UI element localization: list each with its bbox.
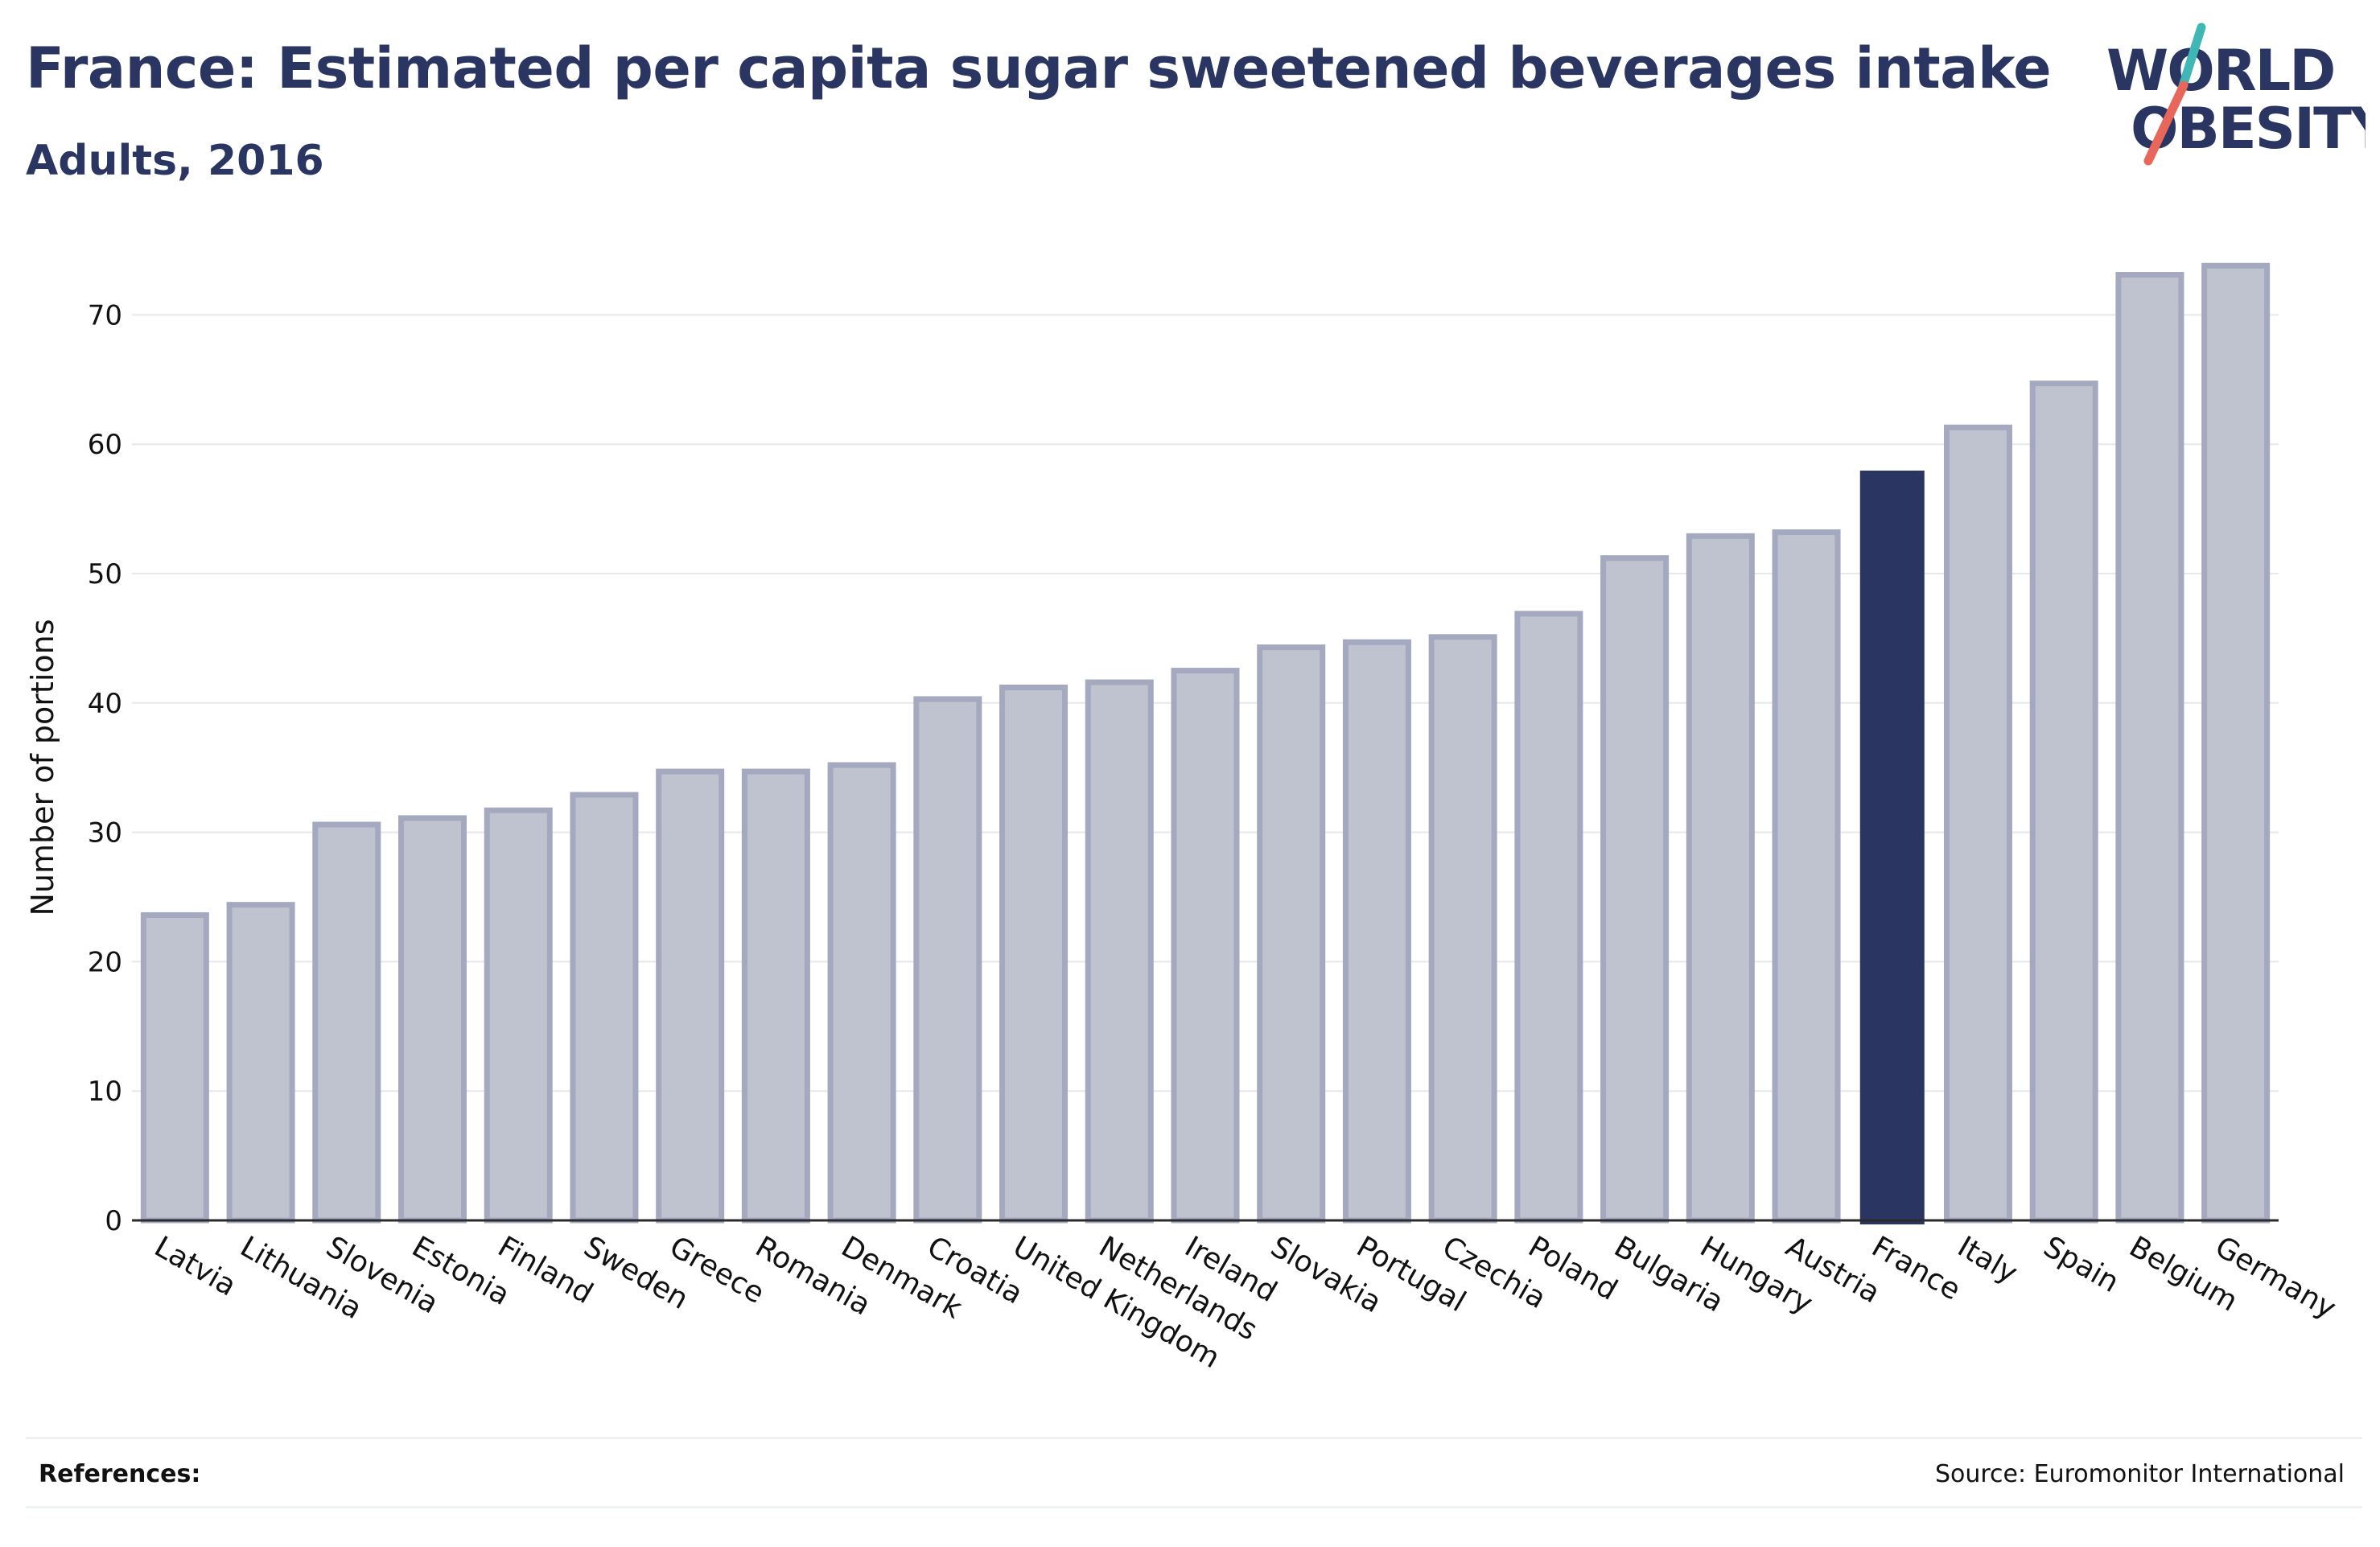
bar xyxy=(398,815,467,1224)
y-tick-label: 30 xyxy=(88,817,122,850)
bar xyxy=(2115,272,2184,1224)
bar xyxy=(999,685,1069,1224)
y-tick-label: 20 xyxy=(88,946,122,978)
footer-divider-bottom xyxy=(26,1506,2362,1508)
logo-word-1: WORLD xyxy=(2106,38,2334,104)
bar xyxy=(1514,611,1583,1224)
bar xyxy=(1171,668,1240,1224)
y-tick-label: 10 xyxy=(88,1076,122,1108)
logo-slash-red xyxy=(2143,80,2189,166)
source-note: Source: Euromonitor International xyxy=(1934,1460,2345,1488)
chart-title: France: Estimated per capita sugar sweet… xyxy=(26,35,2052,101)
bars xyxy=(140,262,2271,1224)
bar-highlighted xyxy=(1859,470,1925,1224)
bar xyxy=(656,768,725,1224)
bar xyxy=(2029,381,2098,1224)
bar xyxy=(312,821,381,1224)
world-obesity-logo: WORLD OBESITY xyxy=(2106,23,2366,166)
y-tick-labels: 0 10 20 30 40 50 60 70 xyxy=(88,299,122,1237)
bar xyxy=(913,696,982,1224)
bar xyxy=(140,912,209,1224)
y-tick-label: 0 xyxy=(105,1205,122,1237)
references-label: References: xyxy=(39,1460,201,1488)
y-axis-label: Number of portions xyxy=(25,619,60,915)
bar xyxy=(1772,529,1841,1224)
logo-slash-teal xyxy=(2177,23,2206,93)
bar xyxy=(827,762,896,1224)
x-tick-label: Latvia xyxy=(149,1230,241,1302)
x-tick-label: Spain xyxy=(2038,1230,2125,1299)
bar xyxy=(1686,533,1755,1224)
bar xyxy=(1943,424,2012,1224)
bar xyxy=(741,768,810,1224)
x-tick-label: Finland xyxy=(492,1230,599,1310)
bar xyxy=(570,792,639,1224)
x-tick-labels: LatviaLithuaniaSloveniaEstoniaFinlandSwe… xyxy=(149,1230,2341,1375)
y-tick-label: 50 xyxy=(88,558,122,590)
bar xyxy=(226,902,295,1224)
bar xyxy=(484,807,553,1224)
footer-divider-top xyxy=(26,1437,2362,1439)
bar xyxy=(2201,262,2271,1224)
bar xyxy=(1428,634,1497,1224)
x-tick-label: France xyxy=(1866,1230,1966,1306)
bar xyxy=(1257,644,1326,1224)
chart-subtitle: Adults, 2016 xyxy=(26,137,324,185)
y-tick-label: 40 xyxy=(88,688,122,720)
bar xyxy=(1600,555,1670,1224)
y-tick-label: 70 xyxy=(88,299,122,331)
bar xyxy=(1342,639,1411,1224)
y-tick-label: 60 xyxy=(88,429,122,461)
bar xyxy=(1085,679,1154,1224)
